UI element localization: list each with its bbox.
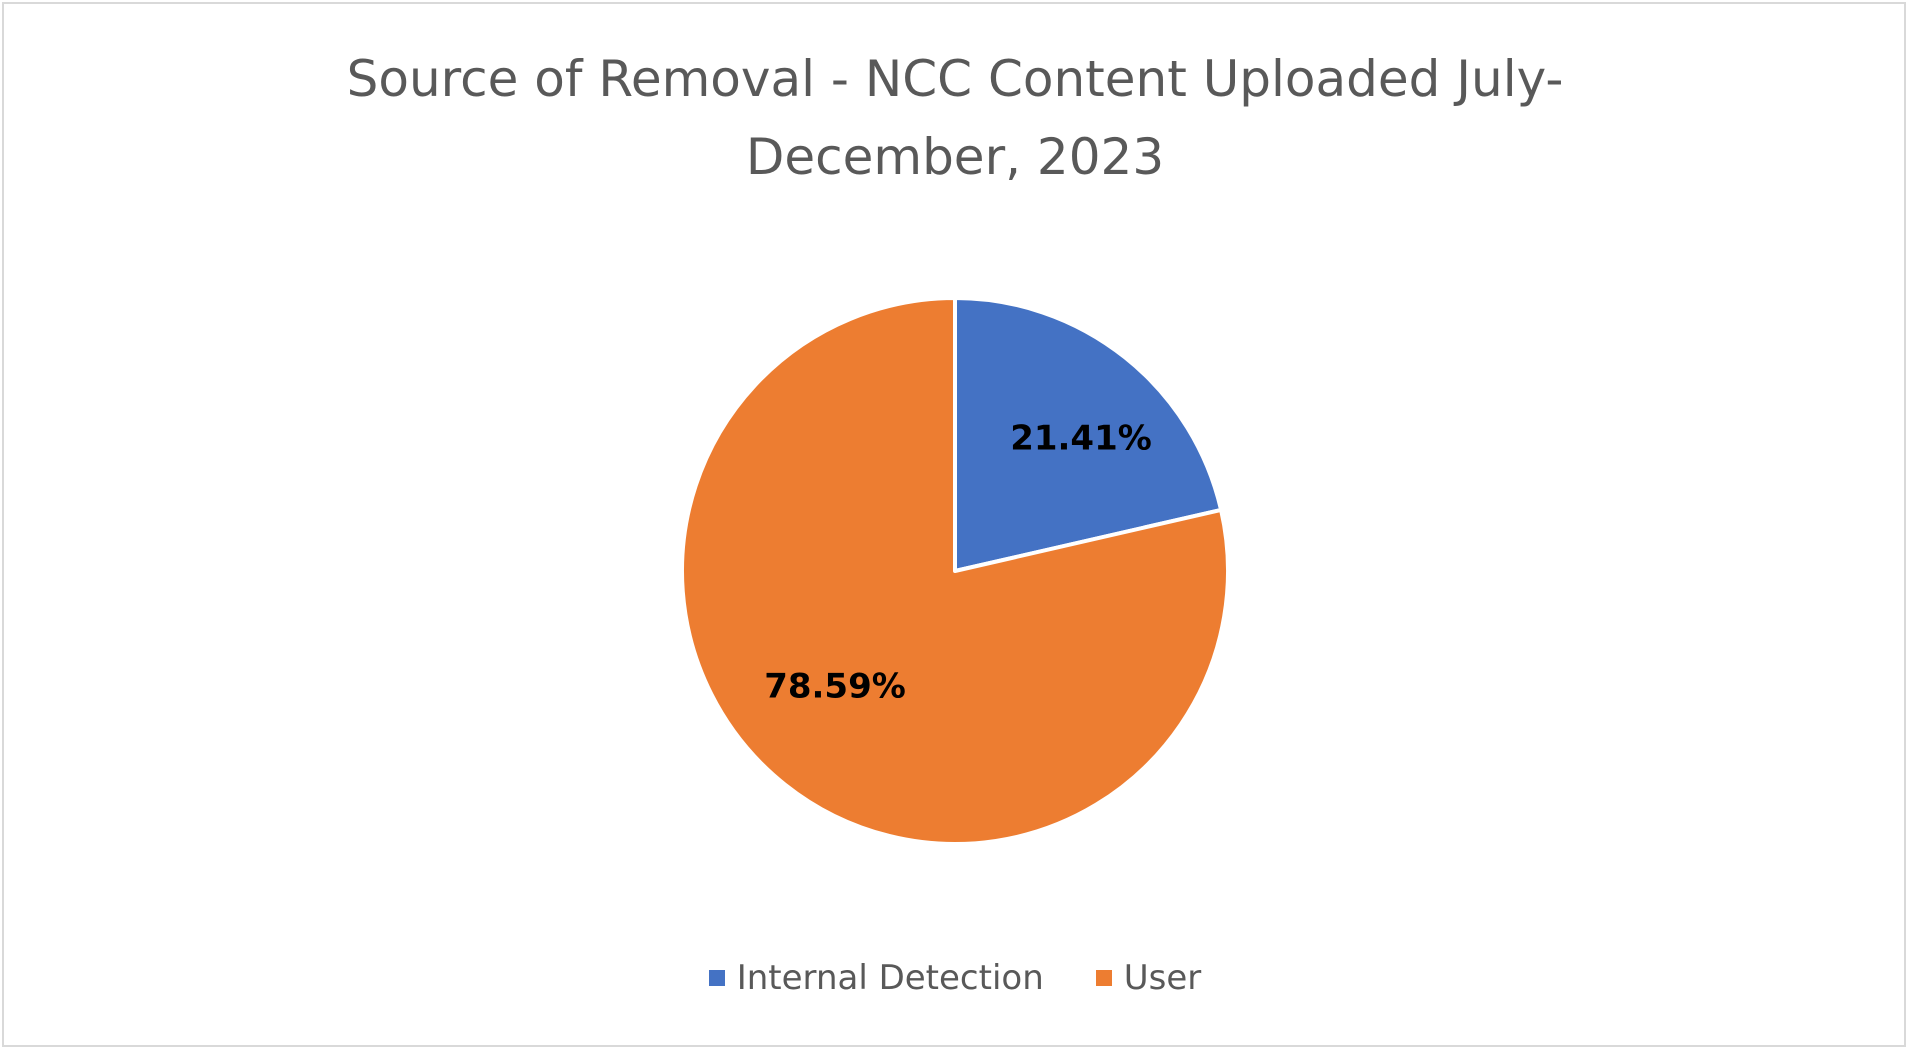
legend-swatch-internal-detection bbox=[708, 970, 725, 986]
legend-label-user: User bbox=[1123, 958, 1202, 998]
chart-title-line-2: December, 2023 bbox=[745, 128, 1165, 186]
legend-item-internal-detection: Internal Detection bbox=[708, 958, 1044, 998]
legend-item-user: User bbox=[1095, 958, 1202, 998]
data-label-user: 78.59% bbox=[764, 667, 906, 707]
data-label-internal-detection: 21.41% bbox=[1010, 419, 1152, 459]
legend: Internal Detection User bbox=[0, 958, 1910, 998]
legend-label-internal-detection: Internal Detection bbox=[736, 958, 1044, 998]
chart-title: Source of Removal - NCC Content Uploaded… bbox=[0, 40, 1910, 196]
pie-slice-user bbox=[680, 296, 1230, 846]
chart-title-line-1: Source of Removal - NCC Content Uploaded… bbox=[346, 50, 1564, 108]
legend-swatch-user bbox=[1095, 970, 1112, 986]
pie-slice-internal-detection bbox=[953, 296, 1224, 573]
